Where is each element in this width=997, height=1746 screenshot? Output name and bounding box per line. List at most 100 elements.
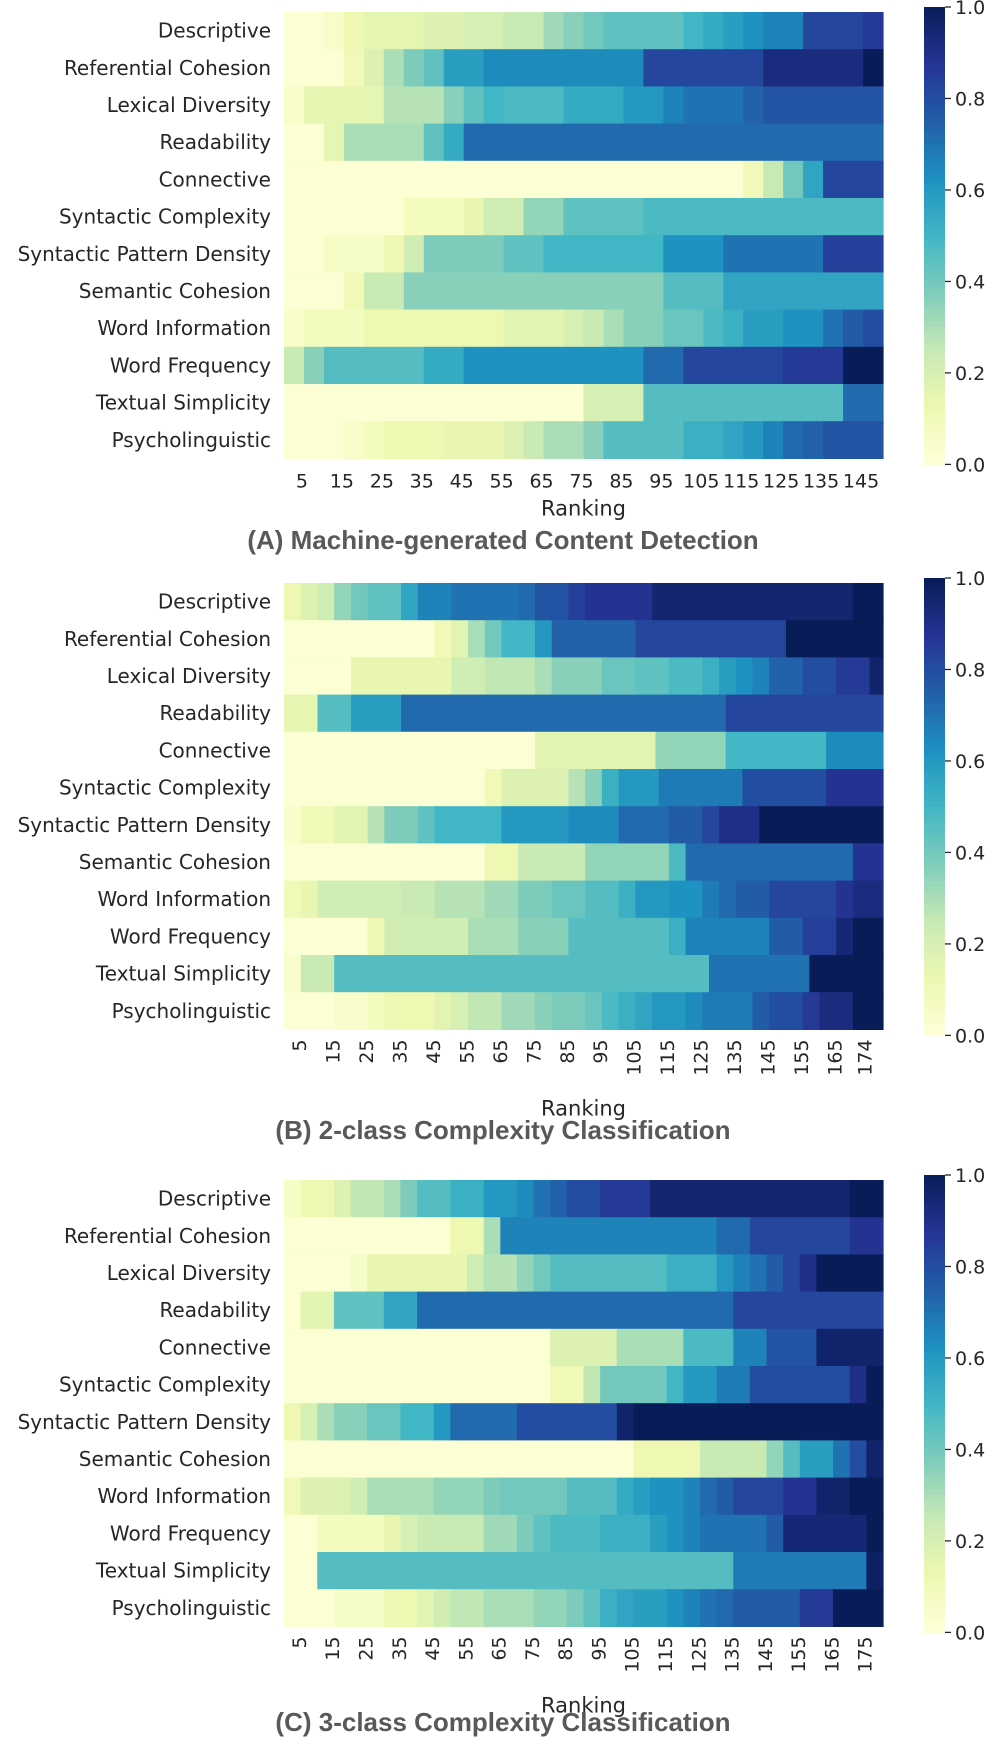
heatmap-cell xyxy=(843,346,884,385)
heatmap-cell xyxy=(300,1403,318,1441)
x-tick-label: 145 xyxy=(758,1039,780,1075)
heatmap-cell xyxy=(708,955,810,993)
heatmap-cell xyxy=(633,1477,651,1516)
colorbar-segment xyxy=(924,390,945,397)
colorbar-segment xyxy=(924,310,945,317)
colorbar-segment xyxy=(924,600,945,608)
heatmap-cell xyxy=(668,806,703,844)
colorbar-segment xyxy=(924,1243,945,1250)
colorbar-segment xyxy=(924,1563,945,1571)
heatmap-cell xyxy=(563,12,585,50)
heatmap-cell xyxy=(733,1589,801,1627)
x-tick-label: 115 xyxy=(655,1636,677,1672)
heatmap-cell xyxy=(284,1477,302,1516)
row-label: Syntactic Complexity xyxy=(59,776,271,800)
heatmap-cell xyxy=(451,657,486,696)
heatmap-cell xyxy=(601,657,636,696)
colorbar-tick-label: 0.8 xyxy=(955,659,985,681)
colorbar-segment xyxy=(924,178,945,185)
heatmap-cell xyxy=(733,1328,768,1367)
heatmap-cell xyxy=(463,198,485,236)
heatmap-cell xyxy=(300,806,335,844)
heatmap-cell xyxy=(719,806,760,844)
colorbar-tick-label: 0.2 xyxy=(955,934,985,956)
colorbar-segment xyxy=(924,1529,945,1536)
heatmap-cell xyxy=(766,1254,784,1293)
heatmap-cell xyxy=(333,1291,385,1330)
heatmap-cell xyxy=(563,86,625,125)
colorbar-segment xyxy=(924,909,945,916)
row-label: Psycholinguistic xyxy=(112,999,271,1023)
heatmap-cell xyxy=(603,421,684,459)
heatmap-cell xyxy=(863,49,884,87)
heatmap-cell xyxy=(823,235,884,273)
row-label: Descriptive xyxy=(158,1187,271,1211)
colorbar-segment xyxy=(924,1615,945,1622)
heatmap-cell xyxy=(284,198,405,236)
heatmap-cell xyxy=(501,992,536,1030)
colorbar-segment xyxy=(924,743,945,751)
colorbar-segment xyxy=(924,1312,945,1319)
heatmap-cell xyxy=(284,657,352,696)
colorbar-segment xyxy=(924,104,945,111)
heatmap-cell xyxy=(769,880,837,919)
colorbar-segment xyxy=(924,1335,945,1342)
heatmap-cell xyxy=(618,992,636,1030)
colorbar-segment xyxy=(924,1472,945,1479)
colorbar-segment xyxy=(924,1575,945,1582)
heatmap-cell xyxy=(463,86,485,125)
heatmap-cell xyxy=(600,1180,651,1218)
heatmap-cell xyxy=(484,843,519,882)
colorbar-segment xyxy=(924,229,945,237)
colorbar-tick-label: 0.0 xyxy=(955,1622,985,1644)
heatmap-cell xyxy=(533,1254,551,1293)
colorbar-segment xyxy=(924,921,945,928)
heatmap-cell xyxy=(683,1366,718,1404)
row-label: Word Frequency xyxy=(110,353,271,377)
heatmap-cell xyxy=(683,346,784,385)
colorbar-segment xyxy=(924,395,945,403)
colorbar-segment xyxy=(924,12,945,20)
colorbar-segment xyxy=(924,1426,945,1433)
heatmap-cell xyxy=(766,1440,784,1479)
colorbar-segment xyxy=(924,41,945,48)
colorbar-segment xyxy=(924,155,945,162)
heatmap-cell xyxy=(799,1440,834,1479)
colorbar-segment xyxy=(924,1415,945,1422)
heatmap-cell xyxy=(783,309,824,348)
heatmap-cell xyxy=(783,421,804,459)
heatmap-cell xyxy=(816,1254,884,1293)
heatmap-cell xyxy=(843,309,864,348)
x-tick-label: 105 xyxy=(683,470,719,492)
heatmap-cell xyxy=(849,1217,884,1255)
heatmap-cell xyxy=(334,806,369,844)
heatmap-cell xyxy=(417,1291,734,1330)
row-label: Lexical Diversity xyxy=(107,664,271,688)
heatmap-cell xyxy=(434,992,452,1030)
heatmap-cell xyxy=(543,421,585,459)
colorbar-segment xyxy=(924,640,945,648)
heatmap-cell xyxy=(284,955,302,993)
x-tick-label: 95 xyxy=(649,470,673,492)
heatmap-cell xyxy=(343,272,365,311)
heatmap-cell xyxy=(383,421,445,459)
heatmap-cell xyxy=(683,86,744,125)
colorbar-segment xyxy=(924,675,945,682)
heatmap-cell xyxy=(516,1254,535,1293)
heatmap-cell xyxy=(600,1589,618,1627)
heatmap-cell xyxy=(752,992,770,1030)
colorbar-segment xyxy=(924,789,945,796)
x-tick-label: 105 xyxy=(622,1636,644,1672)
heatmap-cell xyxy=(866,1514,884,1553)
x-tick-label: 55 xyxy=(455,1636,477,1660)
x-tick-label: 45 xyxy=(450,470,474,492)
row-label: Readability xyxy=(159,701,271,725)
heatmap-cell xyxy=(534,731,657,770)
heatmap-cell xyxy=(284,880,302,919)
heatmap-cell xyxy=(450,1217,485,1255)
colorbar-segment xyxy=(924,161,945,168)
colorbar-segment xyxy=(924,663,945,671)
heatmap-cell xyxy=(783,1514,867,1553)
heatmap-cell xyxy=(284,620,436,658)
heatmap-cell xyxy=(802,917,837,956)
